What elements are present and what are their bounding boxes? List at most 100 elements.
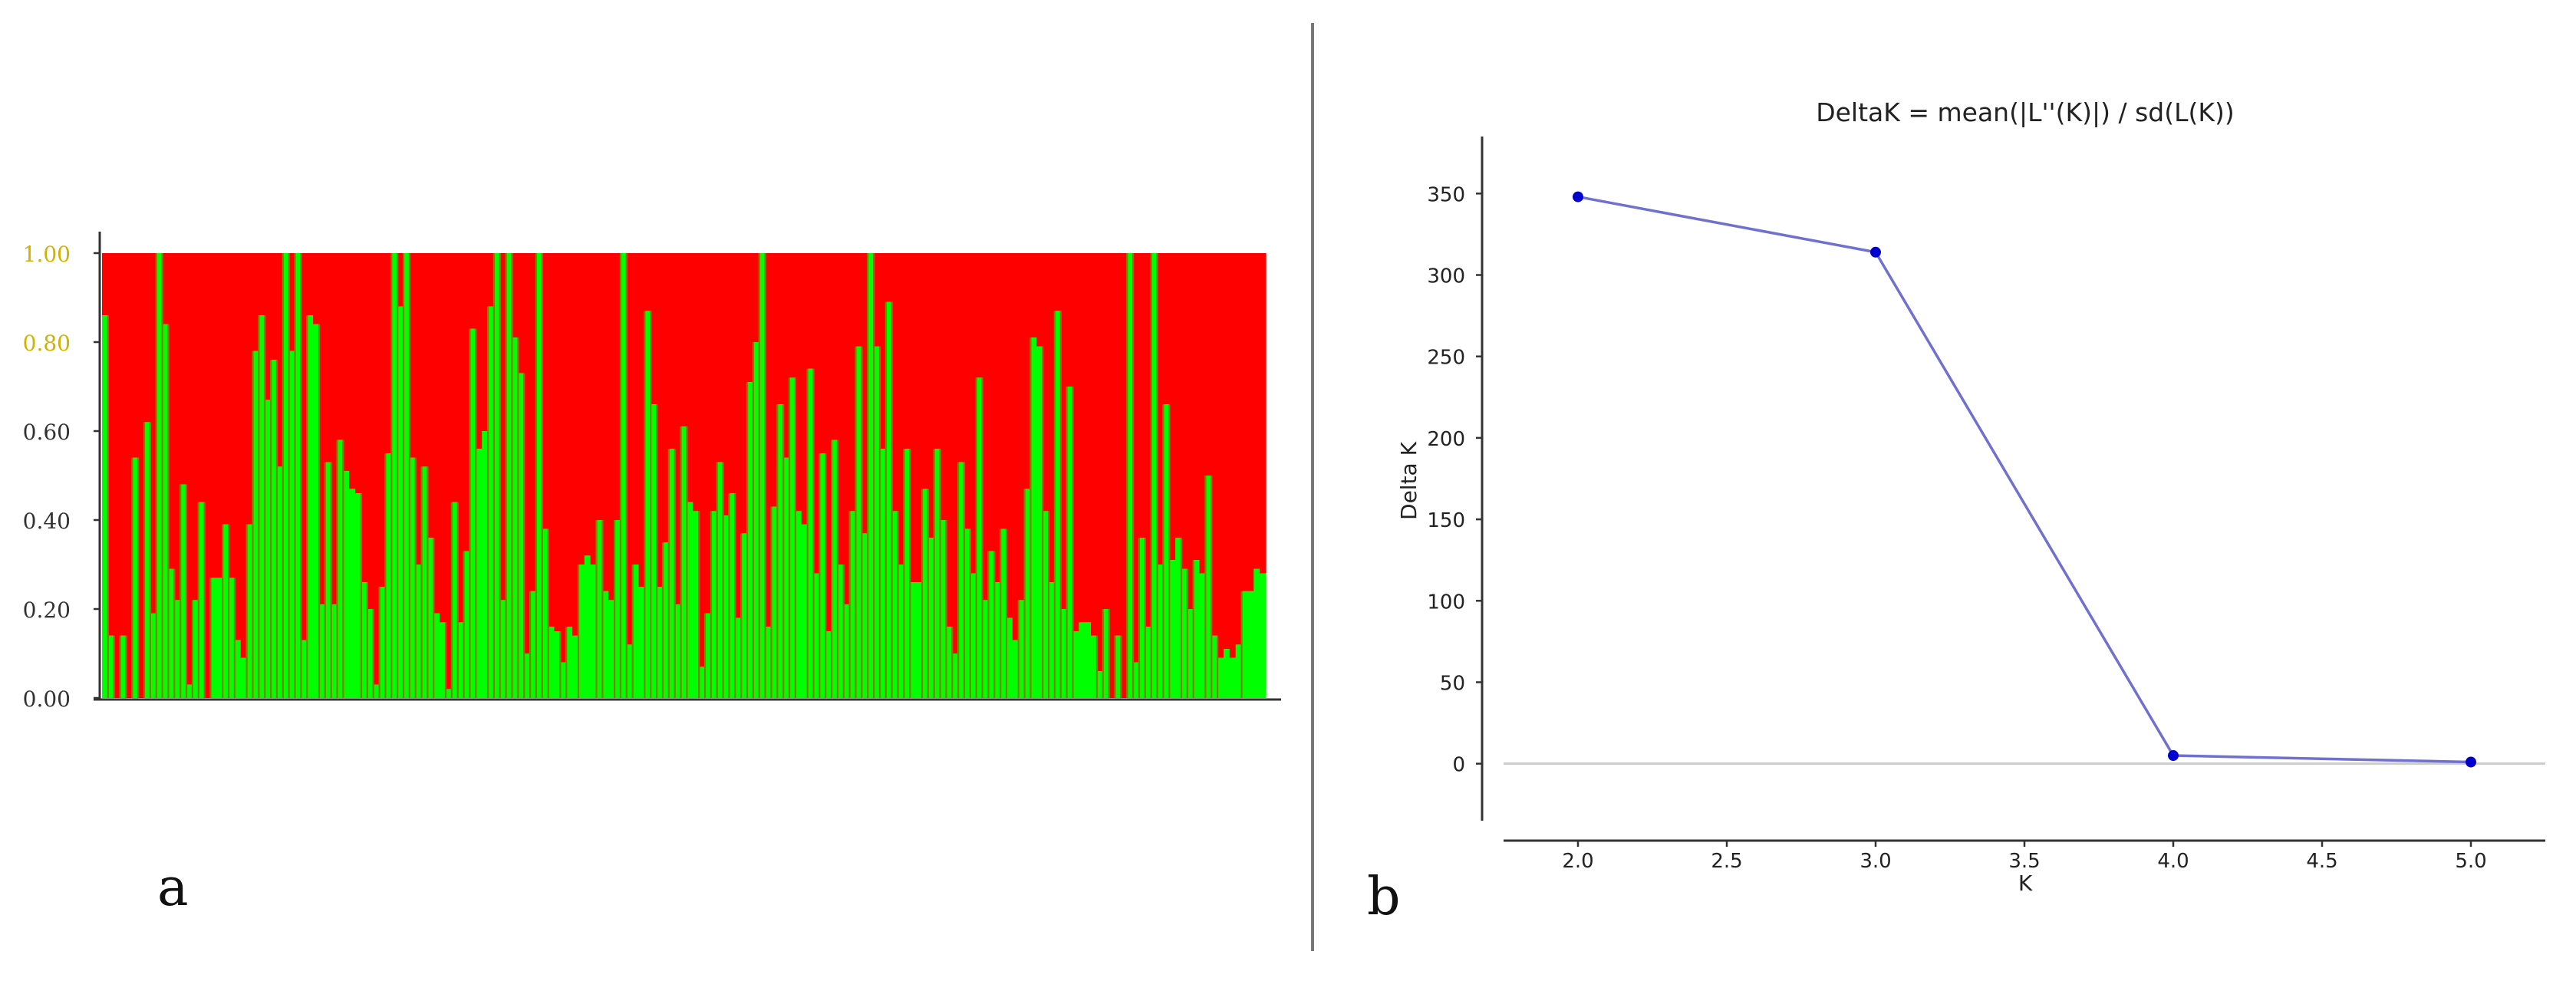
bar-cluster-green — [982, 600, 990, 698]
bar-cluster-green — [777, 404, 784, 698]
bar-cluster-green — [1205, 476, 1212, 698]
bar-cluster-red — [795, 253, 802, 512]
bar-cluster-green — [584, 555, 591, 698]
bar-cluster-green — [1036, 346, 1043, 698]
bar-cluster-red — [904, 253, 911, 449]
x-tick-label: 3.5 — [2008, 850, 2040, 873]
bar-cluster-green — [451, 502, 459, 698]
bar-cluster-green — [801, 524, 809, 698]
bar-cluster-green — [1133, 662, 1140, 698]
bar-cluster-green — [530, 591, 537, 698]
bar-cluster-green — [162, 324, 170, 698]
bar-cluster-red — [735, 253, 742, 618]
bar-cluster-red — [783, 253, 790, 458]
bar-cluster-green — [855, 346, 862, 698]
bar-cluster-red — [789, 253, 796, 378]
bar-cluster-green — [506, 253, 513, 698]
bar-cluster-green — [144, 422, 151, 698]
bar-cluster-red — [970, 253, 977, 574]
bar-cluster-green — [1187, 609, 1194, 698]
bar-cluster-green — [674, 604, 682, 698]
bar-cluster-green — [493, 253, 501, 698]
bar-cluster-green — [482, 431, 489, 698]
bar-cluster-red — [1181, 253, 1188, 569]
bar-cluster-red — [578, 253, 585, 565]
y-tick-label: 150 — [1427, 509, 1465, 532]
bar-cluster-green — [1066, 387, 1074, 698]
bar-cluster-red — [313, 253, 320, 324]
bar-cluster-red — [343, 253, 350, 472]
bar-cluster-red — [1036, 253, 1043, 347]
panel-b-x-ticks: 2.0 2.5 3.0 3.5 4.0 4.5 5.0 — [1562, 841, 2487, 873]
bar-cluster-green — [952, 653, 959, 698]
bar-cluster-red — [307, 253, 314, 316]
y-tick-label: 250 — [1427, 347, 1465, 370]
y-tick-label: 300 — [1427, 265, 1465, 288]
bar-cluster-green — [150, 613, 157, 698]
bar-cluster-green — [1223, 649, 1230, 698]
bar-cluster-red — [668, 253, 676, 449]
bar-cluster-red — [994, 253, 1001, 583]
bar-cluster-green — [970, 573, 977, 698]
bar-cluster-green — [373, 684, 380, 698]
bar-cluster-red — [1199, 253, 1206, 574]
x-tick-label: 5.0 — [2455, 850, 2486, 873]
bar-cluster-green — [783, 457, 790, 698]
bar-cluster-red — [1085, 253, 1092, 623]
bar-cluster-green — [994, 582, 1001, 698]
bar-cluster-red — [1060, 253, 1068, 609]
bar-cluster-green — [885, 301, 893, 698]
chart-title: DeltaK = mean(|L''(K)|) / sd(L(K)) — [1816, 97, 2235, 127]
bar-cluster-red — [1012, 253, 1020, 640]
bar-cluster-red — [463, 253, 471, 551]
bar-cluster-red — [355, 253, 362, 494]
bar-cluster-red — [596, 253, 603, 520]
bar-cluster-red — [162, 253, 170, 324]
bar-cluster-red — [1260, 253, 1267, 574]
bar-cluster-green — [891, 511, 899, 698]
bar-cluster-red — [373, 253, 380, 685]
bar-cluster-green — [1199, 573, 1206, 698]
bar-cluster-green — [397, 306, 404, 698]
data-point — [1870, 246, 1881, 258]
bar-cluster-green — [590, 565, 598, 698]
bar-cluster-green — [916, 582, 923, 698]
x-tick-label: 4.0 — [2157, 850, 2189, 873]
y-tick-label: 0.20 — [23, 597, 71, 623]
bar-cluster-green — [825, 631, 832, 698]
bar-cluster-green — [940, 520, 947, 698]
bar-cluster-red — [657, 253, 664, 587]
delta-k-points — [1573, 191, 2476, 768]
bar-cluster-green — [349, 489, 356, 698]
bar-cluster-green — [614, 520, 621, 698]
bar-cluster-green — [1217, 657, 1224, 698]
bar-cluster-green — [753, 342, 760, 698]
bar-cluster-green — [1054, 311, 1062, 698]
bar-cluster-red — [1247, 253, 1254, 591]
bar-cluster-red — [1043, 253, 1049, 512]
panel-a-label: a — [157, 858, 189, 918]
bar-cluster-red — [174, 253, 181, 601]
bar-cluster-green — [234, 640, 242, 698]
bar-cluster-red — [1000, 253, 1007, 529]
bar-cluster-green — [554, 631, 561, 698]
y-tick-label: 0.40 — [23, 509, 71, 534]
bar-cluster-red — [530, 253, 537, 591]
bar-cluster-red — [385, 253, 392, 453]
bar-cluster-green — [874, 346, 881, 698]
bar-cluster-red — [1241, 253, 1249, 591]
bar-cluster-green — [518, 373, 525, 698]
bar-cluster-red — [813, 253, 820, 574]
bar-cluster-red — [126, 253, 133, 698]
bar-cluster-green — [910, 582, 917, 698]
bar-cluster-red — [192, 253, 199, 601]
bar-cluster-red — [324, 253, 332, 463]
bar-cluster-red — [687, 253, 693, 502]
bar-cluster-red — [825, 253, 832, 631]
bar-cluster-red — [542, 253, 549, 529]
bar-cluster-red — [1193, 253, 1201, 561]
bar-cluster-green — [958, 462, 965, 698]
bar-cluster-green — [440, 622, 446, 698]
bar-cluster-green — [832, 439, 838, 698]
bar-cluster-red — [1054, 253, 1062, 311]
